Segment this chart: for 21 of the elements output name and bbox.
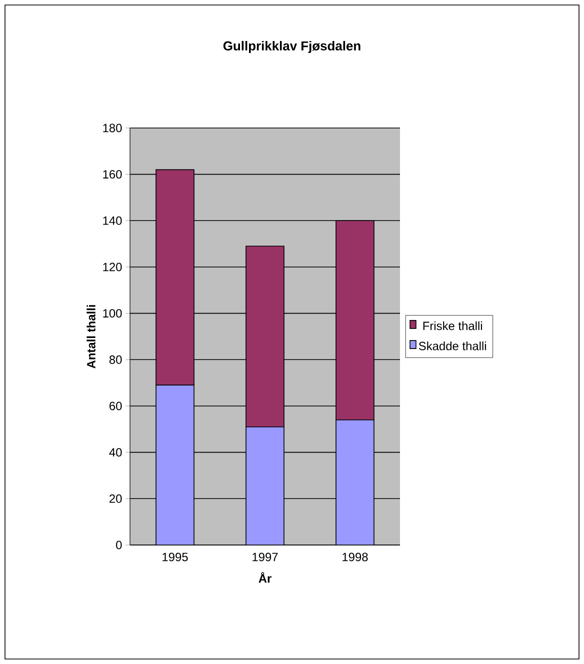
y-tick-label: 80 xyxy=(109,355,122,364)
y-tick-label: 180 xyxy=(103,124,122,132)
y-tick-label: 100 xyxy=(103,309,122,318)
y-tick-label: 60 xyxy=(110,402,122,410)
legend-label: Friske thalli xyxy=(423,321,482,330)
y-axis-title: Antall thalli xyxy=(86,305,96,368)
y-tick-label: 20 xyxy=(110,494,122,503)
y-tick-label: 120 xyxy=(103,262,122,272)
bar xyxy=(246,426,284,545)
bar xyxy=(336,419,374,545)
x-tick-label: 1997 xyxy=(252,552,278,562)
x-axis-title: År xyxy=(258,572,272,583)
x-tick-label: 1995 xyxy=(162,552,188,562)
x-tick-label: 1998 xyxy=(342,552,368,562)
y-tick-label: 160 xyxy=(103,170,122,179)
y-tick-label: 40 xyxy=(109,448,122,457)
bar xyxy=(156,384,194,545)
legend-label: Skadde thalli xyxy=(418,341,486,350)
y-tick-label: 0 xyxy=(116,540,122,550)
chart-title: Gullprikklav Fjøsdalen xyxy=(223,40,360,54)
y-tick-label: 140 xyxy=(103,216,122,225)
